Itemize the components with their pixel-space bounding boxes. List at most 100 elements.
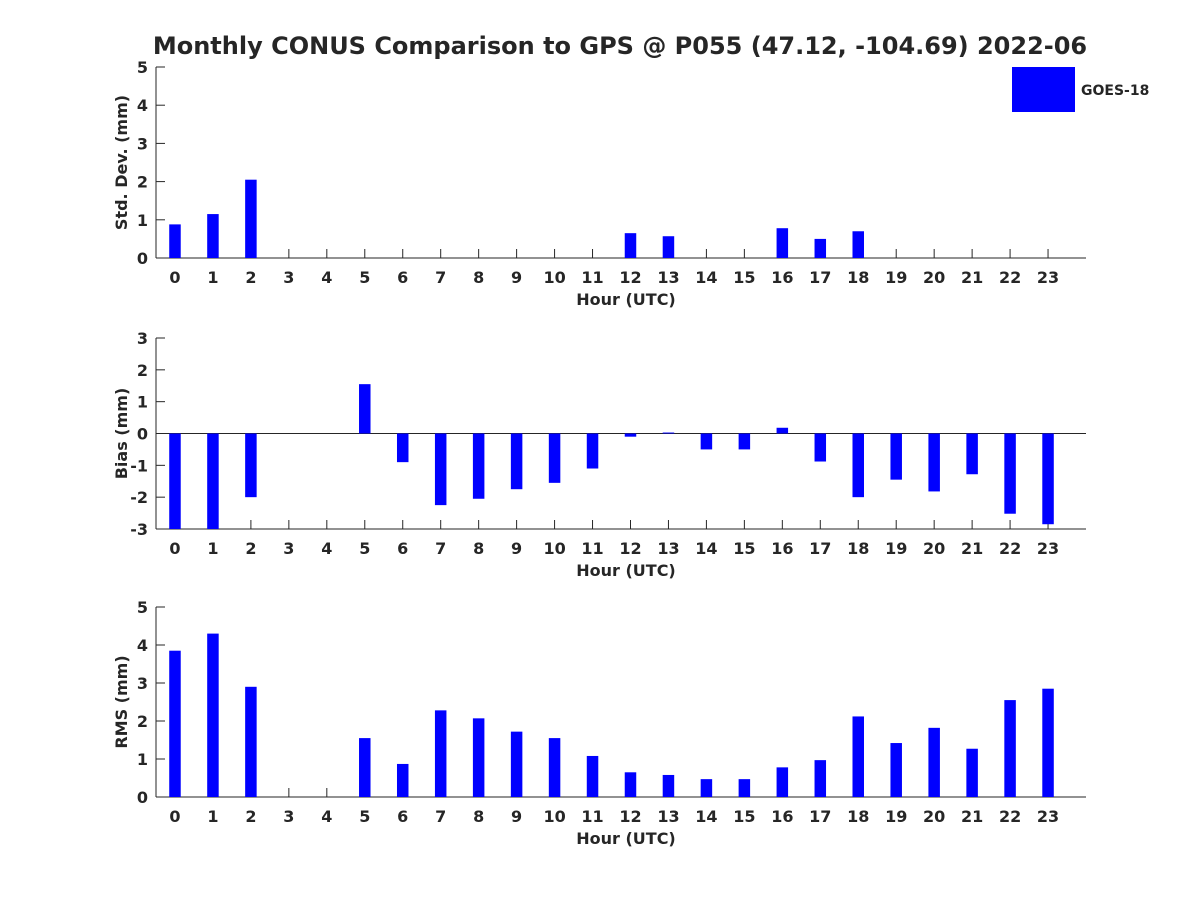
x-tick-label: 8	[473, 807, 484, 826]
x-tick-label: 6	[397, 539, 408, 558]
y-tick-label: 2	[137, 712, 148, 731]
y-tick-label: -1	[130, 456, 148, 475]
y-tick-label: -2	[130, 488, 148, 507]
x-tick-label: 23	[1037, 268, 1059, 287]
x-tick-label: 9	[511, 807, 522, 826]
x-tick-label: 4	[321, 268, 332, 287]
bar	[738, 433, 751, 450]
bar	[207, 214, 219, 258]
x-tick-label: 5	[359, 268, 370, 287]
bar	[776, 767, 789, 797]
bar	[662, 432, 675, 434]
bar	[814, 238, 827, 258]
y-tick-label: 4	[137, 636, 148, 655]
x-tick-label: 23	[1037, 539, 1059, 558]
x-axis-label: Hour (UTC)	[576, 561, 676, 580]
bar	[510, 731, 523, 797]
x-axis-label: Hour (UTC)	[576, 290, 676, 309]
bar	[548, 433, 561, 483]
bar	[662, 774, 675, 797]
bar	[207, 633, 219, 797]
bar	[662, 236, 675, 258]
x-tick-label: 9	[511, 539, 522, 558]
y-tick-label: 5	[137, 58, 148, 77]
bar	[169, 650, 181, 797]
x-tick-label: 13	[657, 807, 679, 826]
chart-title: Monthly CONUS Comparison to GPS @ P055 (…	[153, 32, 1087, 60]
x-tick-label: 17	[809, 268, 831, 287]
bar	[776, 427, 789, 434]
bar	[396, 763, 409, 797]
x-tick-label: 8	[473, 539, 484, 558]
x-tick-label: 22	[999, 539, 1021, 558]
x-tick-label: 19	[885, 807, 907, 826]
x-tick-label: 22	[999, 268, 1021, 287]
legend-swatch	[1012, 67, 1075, 112]
x-tick-label: 14	[695, 539, 717, 558]
bar	[245, 433, 257, 498]
x-tick-label: 23	[1037, 807, 1059, 826]
x-tick-label: 21	[961, 807, 983, 826]
x-tick-label: 7	[435, 268, 446, 287]
x-tick-label: 6	[397, 268, 408, 287]
y-axis-label: Bias (mm)	[112, 388, 131, 480]
bar	[510, 433, 523, 490]
x-tick-label: 14	[695, 268, 717, 287]
x-tick-label: 15	[733, 539, 755, 558]
x-tick-label: 18	[847, 539, 869, 558]
x-tick-label: 15	[733, 807, 755, 826]
x-tick-label: 21	[961, 539, 983, 558]
bar	[1042, 433, 1054, 525]
x-tick-label: 3	[283, 539, 294, 558]
y-tick-label: 2	[137, 173, 148, 192]
y-tick-label: 3	[137, 674, 148, 693]
bar	[245, 179, 257, 258]
x-tick-label: 18	[847, 268, 869, 287]
x-tick-label: 12	[619, 807, 641, 826]
bar	[434, 433, 447, 506]
x-tick-label: 2	[245, 268, 256, 287]
y-tick-label: 2	[137, 361, 148, 380]
x-tick-label: 16	[771, 539, 793, 558]
x-tick-label: 16	[771, 268, 793, 287]
y-tick-label: 4	[137, 96, 148, 115]
x-tick-label: 19	[885, 539, 907, 558]
x-tick-label: 0	[169, 807, 180, 826]
x-tick-label: 4	[321, 539, 332, 558]
x-tick-label: 10	[543, 807, 565, 826]
bar	[966, 433, 978, 475]
x-tick-label: 0	[169, 539, 180, 558]
x-tick-label: 5	[359, 807, 370, 826]
x-tick-label: 20	[923, 268, 945, 287]
bar	[966, 748, 978, 797]
bar	[928, 433, 940, 492]
y-tick-label: 0	[137, 788, 148, 807]
x-tick-label: 1	[207, 268, 218, 287]
bar	[586, 433, 599, 469]
x-tick-label: 10	[543, 539, 565, 558]
bar	[624, 233, 637, 258]
x-tick-label: 0	[169, 268, 180, 287]
bar	[1004, 433, 1016, 514]
y-tick-label: 1	[137, 393, 148, 412]
x-tick-label: 22	[999, 807, 1021, 826]
x-tick-label: 3	[283, 807, 294, 826]
bar	[890, 433, 902, 480]
bar	[890, 743, 902, 797]
x-tick-label: 20	[923, 539, 945, 558]
x-tick-label: 9	[511, 268, 522, 287]
bar	[472, 718, 485, 797]
x-tick-label: 2	[245, 807, 256, 826]
bar	[624, 772, 637, 797]
x-tick-label: 11	[581, 539, 603, 558]
y-axis-label: RMS (mm)	[112, 655, 131, 748]
x-tick-label: 11	[581, 268, 603, 287]
bar	[245, 686, 257, 797]
x-tick-label: 17	[809, 539, 831, 558]
y-tick-label: 0	[137, 425, 148, 444]
y-tick-label: 5	[137, 598, 148, 617]
bar	[359, 738, 371, 797]
